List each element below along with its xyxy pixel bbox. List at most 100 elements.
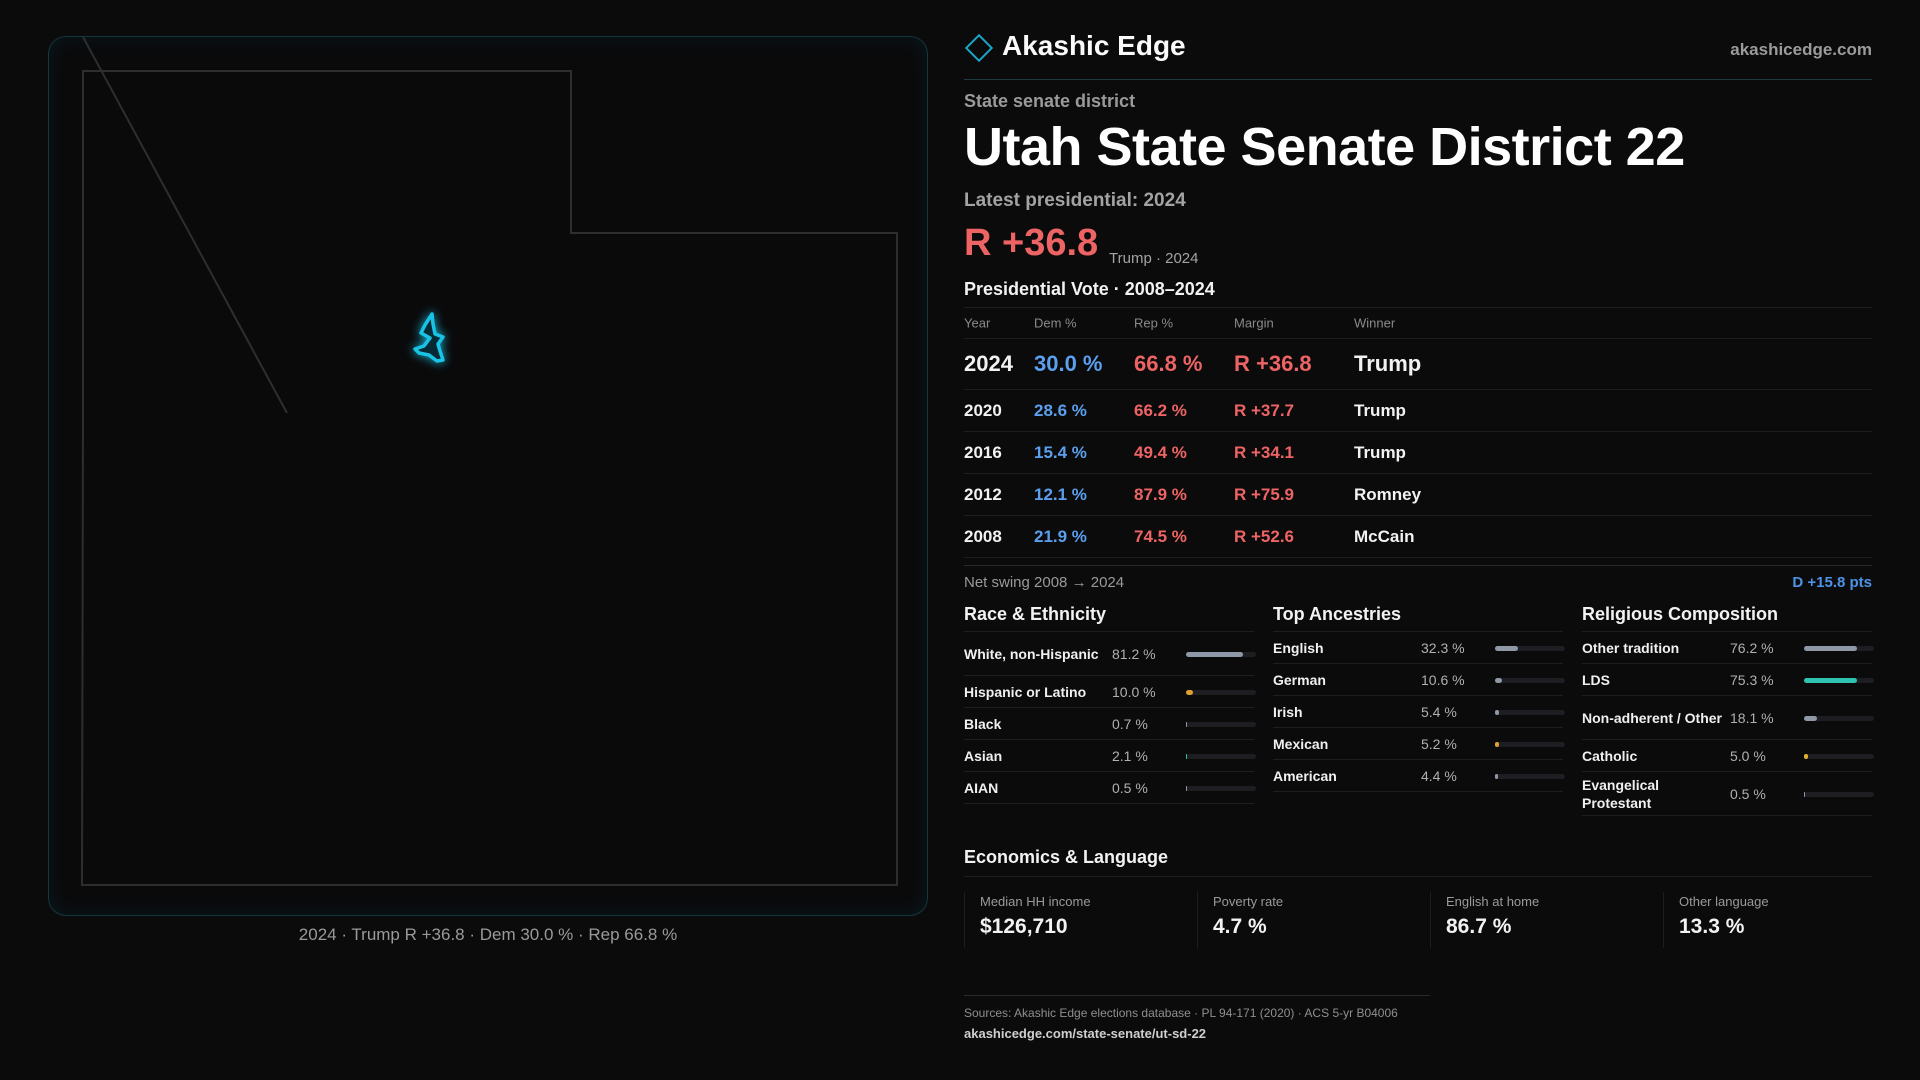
row-dem: 30.0 % (1034, 351, 1103, 376)
stat-label: AIAN (964, 779, 999, 796)
stat-label: Irish (1273, 703, 1303, 720)
stat-row: Evangelical Protestant 0.5 % (1582, 772, 1874, 816)
row-year: 2024 (964, 351, 1013, 376)
stat-bar (1186, 753, 1256, 759)
district-info-panel: Akashic Edge akashicedge.com State senat… (964, 0, 1874, 1080)
econ-separator (1663, 892, 1664, 948)
row-year: 2012 (964, 484, 1002, 504)
economics-divider (964, 876, 1872, 877)
row-year: 2020 (964, 400, 1002, 420)
stat-bar-fill (1186, 689, 1193, 695)
stat-percent: 32.3 % (1421, 639, 1465, 656)
stat-bar (1495, 773, 1565, 779)
net-swing-value: D +15.8 pts (1792, 574, 1872, 591)
brand[interactable]: Akashic Edge (964, 30, 1186, 62)
table-row: 2024 30.0 % 66.8 % R +36.8 Trump (964, 339, 1872, 390)
stat-bar-fill (1186, 651, 1243, 657)
row-winner: McCain (1354, 526, 1415, 546)
state-outline-map (80, 37, 898, 886)
econ-label: Median HH income (980, 894, 1091, 909)
row-rep: 66.2 % (1134, 400, 1187, 420)
stat-percent: 0.5 % (1112, 779, 1148, 796)
row-rep: 87.9 % (1134, 484, 1187, 504)
stat-row: German 10.6 % (1273, 664, 1565, 696)
econ-separator (964, 892, 965, 948)
table-bottom-divider (964, 565, 1872, 566)
religion-section: Religious Composition Other tradition 76… (1582, 604, 1874, 816)
row-margin: R +36.8 (1234, 351, 1312, 376)
stat-bar (1186, 721, 1256, 727)
stat-percent: 4.4 % (1421, 767, 1457, 784)
sources-text: Sources: Akashic Edge elections database… (964, 1006, 1398, 1020)
stat-label: Other tradition (1582, 639, 1680, 656)
stat-bar (1804, 753, 1874, 759)
row-rep: 49.4 % (1134, 442, 1187, 462)
stat-label: Non-adherent / Other (1582, 709, 1723, 726)
table-row: 2016 15.4 % 49.4 % R +34.1 Trump (964, 432, 1872, 474)
stat-row: LDS 75.3 % (1582, 664, 1874, 696)
stat-row: Non-adherent / Other 18.1 % (1582, 696, 1874, 740)
econ-value: 13.3 % (1679, 915, 1745, 938)
utah-state-outline (80, 70, 898, 886)
stat-bar-fill (1495, 677, 1503, 683)
stat-label: Black (964, 715, 1002, 732)
header-rep: Rep % (1134, 315, 1174, 331)
stat-bar (1804, 645, 1874, 651)
footer-divider (964, 995, 1430, 996)
stat-label: English (1273, 639, 1324, 656)
stat-bar-fill (1495, 709, 1499, 715)
row-year: 2008 (964, 526, 1002, 546)
header-winner: Winner (1354, 315, 1396, 331)
source-url-link[interactable]: akashicedge.com/state-senate/ut-sd-22 (964, 1026, 1207, 1041)
latest-margin: R +36.8 (964, 222, 1099, 264)
stat-bar-fill (1804, 791, 1806, 797)
header-year: Year (964, 315, 991, 331)
diamond-logo-icon (964, 33, 990, 59)
econ-other-language: Other language 13.3 % (1663, 892, 1883, 948)
stat-bar-fill (1186, 753, 1188, 759)
stat-row: American 4.4 % (1273, 760, 1565, 792)
stat-bar-fill (1186, 785, 1188, 791)
econ-value: $126,710 (980, 915, 1068, 938)
stat-percent: 0.7 % (1112, 715, 1148, 732)
presidential-vote-title: Presidential Vote · 2008–2024 (964, 279, 1215, 299)
econ-separator (1430, 892, 1431, 948)
stat-row: English 32.3 % (1273, 632, 1565, 664)
state-notch-line (82, 37, 288, 414)
stat-percent: 5.2 % (1421, 735, 1457, 752)
row-rep: 66.8 % (1134, 351, 1203, 376)
row-winner: Trump (1354, 351, 1422, 376)
stat-bar (1804, 791, 1874, 797)
row-dem: 12.1 % (1034, 484, 1087, 504)
stat-bar-fill (1495, 773, 1499, 779)
stat-label: Hispanic or Latino (964, 683, 1087, 700)
header-dem: Dem % (1034, 315, 1077, 331)
econ-median-income: Median HH income $126,710 (964, 892, 1184, 948)
stat-row: White, non-Hispanic 81.2 % (964, 632, 1256, 676)
ancestries-section: Top Ancestries English 32.3 % German 10.… (1273, 604, 1565, 792)
row-margin: R +75.9 (1234, 484, 1295, 504)
row-year: 2016 (964, 442, 1002, 462)
district-22-shape[interactable] (413, 312, 445, 363)
stat-bar-fill (1495, 741, 1499, 747)
district-kicker: State senate district (964, 91, 1136, 111)
stat-bar-fill (1804, 753, 1808, 759)
district-map[interactable] (48, 36, 928, 916)
stat-bar (1495, 741, 1565, 747)
stat-bar-fill (1495, 645, 1518, 651)
header-divider (964, 79, 1872, 80)
table-header: Year Dem % Rep % Margin Winner (964, 307, 1872, 339)
stat-bar (1495, 709, 1565, 715)
stat-bar (1186, 651, 1256, 657)
stat-bar (1186, 689, 1256, 695)
stat-label: Catholic (1582, 747, 1638, 764)
economics-title: Economics & Language (964, 847, 1169, 867)
stat-percent: 0.5 % (1730, 785, 1766, 802)
stat-percent: 75.3 % (1730, 671, 1774, 688)
stat-percent: 2.1 % (1112, 747, 1148, 764)
site-url[interactable]: akashicedge.com (1730, 40, 1872, 59)
stat-row: AIAN 0.5 % (964, 772, 1256, 804)
stat-bar-fill (1804, 677, 1857, 683)
table-row: 2012 12.1 % 87.9 % R +75.9 Romney (964, 474, 1872, 516)
page-title: Utah State Senate District 22 (964, 117, 1685, 177)
